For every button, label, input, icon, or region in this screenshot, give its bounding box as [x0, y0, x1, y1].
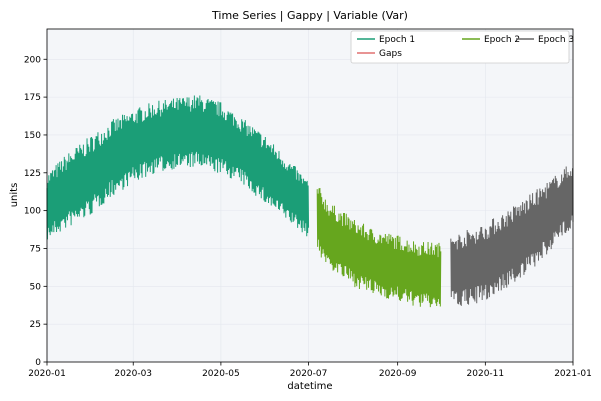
y-tick-label: 50 — [30, 282, 42, 292]
y-tick-label: 125 — [24, 169, 41, 179]
y-tick-label: 25 — [30, 320, 41, 330]
plot-frame — [46, 28, 574, 363]
x-tick-label: 2020-07 — [290, 369, 328, 379]
y-tick-label: 0 — [35, 358, 41, 368]
y-tick-label: 200 — [24, 55, 41, 65]
series-line-epoch-2 — [316, 188, 442, 308]
x-tick-label: 2021-01 — [554, 369, 592, 379]
series-line-epoch-3 — [450, 166, 574, 306]
tick-layer: 0 25 50 75 100 125 150 175 200 2020-01 2020-03 2020… — [24, 55, 592, 379]
plot-area — [47, 29, 573, 362]
legend-label: Epoch 3 — [538, 35, 574, 45]
x-tick-label: 2020-01 — [28, 369, 66, 379]
chart-legend: Epoch 1 Epoch 2 Epoch 3 Gaps — [350, 30, 574, 64]
series-line-epoch-1 — [46, 95, 310, 240]
legend-label: Gaps — [379, 49, 402, 59]
legend-box — [350, 30, 570, 64]
x-tick-label: 2020-05 — [202, 369, 240, 379]
x-tick-label: 2020-09 — [379, 369, 417, 379]
series-layer — [46, 95, 574, 308]
y-tick-label: 150 — [24, 131, 41, 141]
x-tick-label: 2020-03 — [114, 369, 152, 379]
y-tick-label: 100 — [24, 207, 41, 217]
x-tick-label: 2020-11 — [467, 369, 505, 379]
y-tick-label: 175 — [24, 93, 41, 103]
legend-label: Epoch 1 — [379, 35, 415, 45]
y-tick-label: 75 — [30, 244, 41, 254]
y-axis-label: units — [9, 183, 20, 208]
x-axis-label: datetime — [287, 381, 332, 392]
chart-title: Time Series | Gappy | Variable (Var) — [211, 9, 408, 22]
legend-label: Epoch 2 — [484, 35, 520, 45]
